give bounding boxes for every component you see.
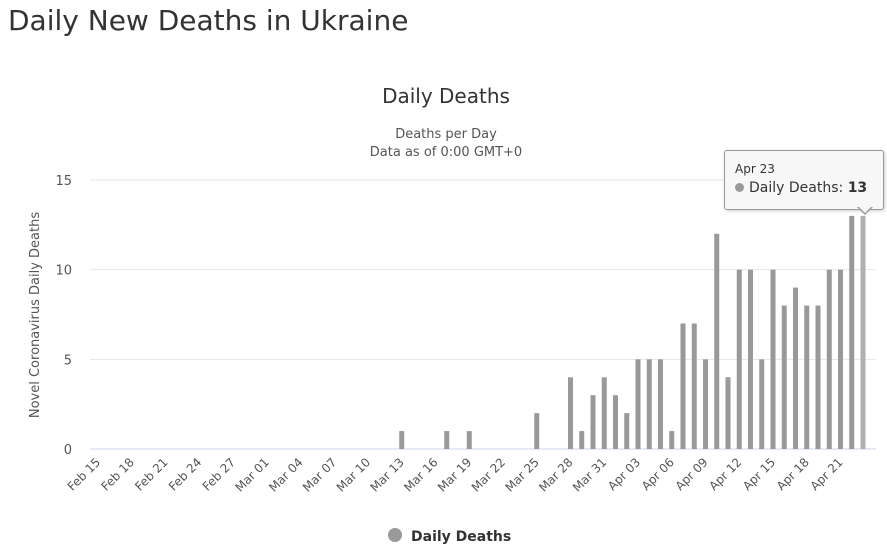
bar — [691, 323, 697, 449]
bar — [714, 233, 720, 449]
x-tick-label: Apr 15 — [740, 455, 778, 493]
bar — [624, 413, 630, 449]
x-tick-label: Mar 10 — [334, 455, 373, 494]
bar — [579, 431, 585, 449]
x-tick-label: Apr 06 — [639, 455, 677, 493]
x-tick-label: Mar 07 — [300, 455, 339, 494]
tooltip-date: Apr 23 — [735, 162, 775, 176]
bar — [860, 215, 866, 449]
x-tick-label: Feb 21 — [132, 455, 170, 493]
bar — [613, 395, 618, 449]
tooltip-series: Daily Deaths — [749, 180, 839, 196]
bar — [815, 305, 821, 449]
legend-item-daily-deaths[interactable]: Daily Deaths — [388, 528, 511, 545]
bar — [770, 269, 776, 449]
bar — [804, 305, 810, 449]
x-tick-label: Apr 18 — [774, 455, 812, 493]
y-tick-label: 0 — [64, 443, 72, 458]
bar — [646, 359, 652, 449]
chart-title: Daily Deaths — [382, 84, 510, 108]
bar — [680, 323, 686, 449]
x-tick-label: Mar 16 — [401, 455, 440, 494]
x-tick-label: Apr 12 — [706, 455, 744, 493]
bar — [444, 431, 450, 449]
x-tick-label: Mar 25 — [502, 455, 541, 494]
bar — [849, 215, 855, 449]
x-tick-label: Mar 28 — [536, 455, 575, 494]
legend-label: Daily Deaths — [411, 529, 511, 545]
bar — [748, 269, 753, 449]
x-tick-label: Mar 19 — [435, 455, 474, 494]
tooltip: Apr 23 Daily Deaths: 13 — [724, 150, 884, 210]
x-tick-label: Feb 15 — [65, 455, 103, 493]
x-tick-label: Apr 03 — [605, 455, 643, 493]
x-tick-label: Mar 31 — [570, 455, 609, 494]
x-tick-label: Feb 27 — [200, 455, 238, 493]
bar — [826, 269, 832, 449]
y-tick-label: 10 — [55, 264, 72, 279]
x-tick-label: Feb 18 — [98, 455, 136, 493]
x-tick-label: Mar 13 — [367, 455, 406, 494]
y-axis-label: Novel Coronavirus Daily Deaths — [28, 212, 43, 418]
chart-subtitle-1: Deaths per Day — [395, 127, 497, 142]
tooltip-arrow — [857, 206, 873, 215]
bar — [601, 377, 607, 449]
bar — [838, 269, 843, 449]
x-tick-label: Apr 09 — [673, 455, 711, 493]
x-tick-label: Mar 01 — [232, 455, 271, 494]
x-tick-label: Mar 22 — [469, 455, 508, 494]
bar — [725, 377, 731, 449]
tooltip-marker — [735, 183, 744, 192]
x-tick-label: Apr 21 — [808, 455, 846, 493]
bar — [399, 431, 405, 449]
x-tick-label: Mar 04 — [266, 455, 305, 494]
bar — [703, 359, 708, 449]
bar — [590, 395, 596, 449]
tooltip-value: 13 — [847, 180, 868, 196]
x-tick-label: Feb 24 — [166, 455, 204, 493]
page-title: Daily New Deaths in Ukraine — [8, 4, 409, 37]
y-tick-label: 5 — [64, 353, 72, 368]
bar — [759, 359, 765, 449]
legend-marker — [388, 528, 402, 542]
bar — [534, 413, 540, 449]
y-tick-label: 15 — [55, 174, 72, 189]
bar — [658, 359, 663, 449]
bar — [669, 431, 675, 449]
bar — [793, 287, 798, 449]
bar — [736, 269, 742, 449]
bar — [635, 359, 641, 449]
bar — [466, 431, 472, 449]
bar — [781, 305, 787, 449]
chart-subtitle-2: Data as of 0:00 GMT+0 — [370, 145, 522, 160]
bar — [568, 377, 573, 449]
